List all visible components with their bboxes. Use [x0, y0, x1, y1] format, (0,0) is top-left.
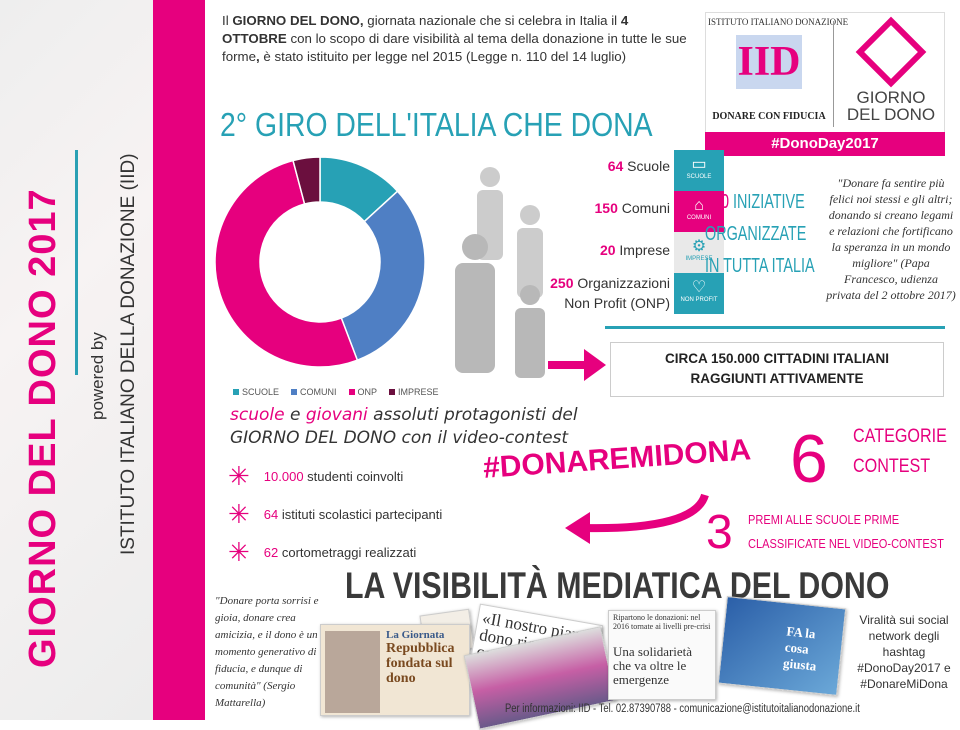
asterisk-icon: ✳ [228, 499, 250, 529]
contest-intro: scuole e giovani assoluti protagonisti d… [230, 405, 578, 448]
logo-text: DEL DONO [846, 105, 936, 124]
tile-imprese: ⚙ IMPRESE [674, 232, 724, 273]
headline: 2° GIRO DELL'ITALIA CHE DONA [220, 106, 653, 143]
prizes-text: PREMI ALLE SCUOLE PRIME CLASSIFICATE NEL … [748, 512, 944, 551]
media-title: LA VISIBILITÀ MEDIATICA DEL DONO [345, 565, 890, 606]
bullet-item: ✳ 62 cortometraggi realizzati [228, 537, 417, 567]
divider [605, 326, 945, 329]
building-icon: ⌂ [694, 197, 704, 214]
bullet-item: ✳ 64 istituti scolastici partecipanti [228, 499, 443, 529]
gears-icon: ⚙ [691, 238, 707, 255]
stat-onp: 250 Organizzazioni [550, 275, 670, 291]
tile-comuni: ⌂ COMUNI [674, 191, 724, 232]
clip-heading: La Giornata [386, 629, 445, 641]
stat-imprese: 20 Imprese [599, 242, 670, 258]
heart-icon: ♡ [691, 279, 707, 296]
donut-chart [215, 156, 426, 368]
divider [75, 150, 78, 375]
citizens-line: RAGGIUNTI ATTIVAMENTE [690, 371, 864, 386]
tile-non-profit: ♡ NON PROFIT [674, 273, 724, 314]
pink-band [153, 0, 205, 720]
legend-item: COMUNI [291, 387, 337, 397]
powered-by: powered by [88, 332, 107, 420]
logo-monogram: IID [736, 35, 802, 89]
book-icon: ▭ [691, 156, 707, 173]
newspaper-clip-donazioni: Ripartono le donazioni: nel 2016 tornate… [608, 610, 716, 700]
arrow-right-icon [548, 349, 606, 381]
stat-onp-extra: Non Profit (ONP) [564, 295, 670, 311]
legend-item: IMPRESE [389, 387, 439, 397]
bullet-item: ✳ 10.000 studenti coinvolti [228, 461, 404, 491]
initiatives-text: 150 INIZIATIVE ORGANIZZATE IN TUTTA ITALIA [705, 191, 815, 277]
clip-headline: Repubblica fondata sul dono [386, 641, 455, 686]
institute-name: ISTITUTO ITALIANO DELLA DONAZIONE (IID) [118, 153, 139, 555]
tv-screenshot-fa-la-cosa-giusta: FA la cosa giusta [717, 595, 847, 697]
donut-slice-comuni [340, 190, 426, 362]
stats-list: 64 Scuole 150 Comuni 20 Imprese 250 Orga… [480, 158, 670, 318]
curved-arrow-icon [565, 493, 709, 544]
newspaper-clip-repubblica: La Giornata Repubblica fondata sul dono [320, 624, 470, 716]
logo-text: GIORNO [856, 88, 926, 107]
diamond-icon [855, 16, 927, 88]
stat-scuole: 64 Scuole [607, 158, 670, 174]
logo: ISTITUTO ITALIANO DONAZIONE IID DONARE C… [705, 12, 945, 132]
papa-quote: "Donare fa sentire più felici noi stessi… [826, 176, 956, 302]
tile-scuole: ▭ SCUOLE [674, 150, 724, 191]
clip-headline: Una solidarietà che va oltre le emergenz… [613, 644, 693, 687]
hashtag-banner: #DonoDay2017 [705, 132, 945, 156]
legend-swatch [233, 389, 239, 395]
categories-text: CATEGORIE CONTEST [853, 426, 947, 477]
donut-slice-imprese [292, 156, 321, 205]
legend-swatch [291, 389, 298, 395]
logo-subtitle: DONARE CON FIDUCIA [712, 111, 826, 122]
asterisk-icon: ✳ [228, 461, 250, 491]
citizens-line: CIRCA 150.000 CITTADINI ITALIANI [664, 351, 890, 366]
legend-item: SCUOLE [233, 387, 279, 397]
mattarella-quote: "Donare porta sorrisi e gioia, donare cr… [215, 595, 319, 709]
logo-separator [833, 21, 834, 127]
stat-comuni: 150 Comuni [594, 200, 671, 216]
virality-text: Viralità sui social network degli hashta… [857, 613, 951, 691]
asterisk-icon: ✳ [228, 537, 250, 567]
clip-headline: Ripartono le donazioni: nel 2016 tornate… [613, 613, 711, 631]
intro-text: Il GIORNO DEL DONO, giornata nazionale c… [222, 13, 687, 64]
legend-item: ONP [348, 387, 377, 397]
sidebar-title: GIORNO DEL DONO 2017 [22, 188, 64, 668]
categories-number: 6 [790, 421, 828, 497]
people-icon [455, 167, 545, 378]
legend-swatch [348, 389, 355, 395]
iid-logo: ISTITUTO ITALIANO DONAZIONE IID DONARE C… [708, 13, 849, 131]
logo-arc-text: ISTITUTO ITALIANO DONAZIONE [708, 17, 849, 27]
photo [325, 631, 380, 713]
legend-swatch [389, 389, 396, 395]
citizens-reached-box: CIRCA 150.000 CITTADINI ITALIANI RAGGIUNT… [610, 342, 944, 397]
chart-legend: SCUOLE COMUNI ONP IMPRESE [233, 387, 439, 397]
category-tiles: ▭ SCUOLE ⌂ COMUNI ⚙ IMPRESE ♡ NON PROFIT [674, 150, 724, 315]
prizes-number: 3 [706, 506, 733, 559]
donut-slice-onp [215, 159, 359, 368]
giorno-del-dono-logo: GIORNO DEL DONO [841, 16, 941, 124]
footer-contact: Per informazioni: IID - Tel. 02.87390788… [505, 703, 860, 715]
